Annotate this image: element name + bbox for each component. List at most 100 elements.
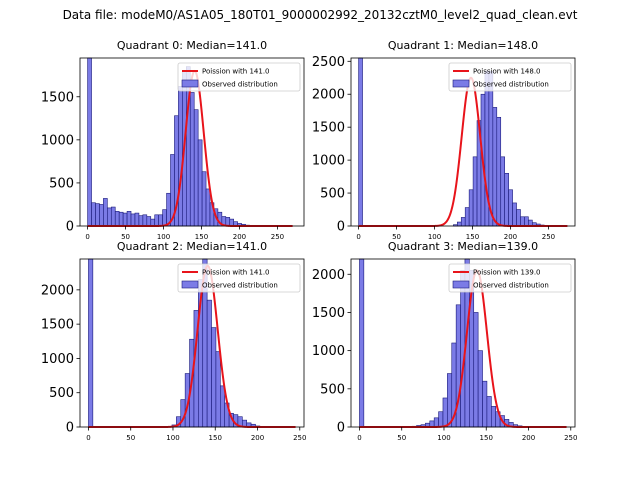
y-tick-label: 0 [66,421,74,436]
legend-bar-swatch [452,79,470,88]
histogram-bar [524,216,529,227]
subplot-quadrant-3: 0 50 100 150 200 250 0 500 1000 1500 2000 Quadrant … [312,240,578,442]
histogram-bar [103,198,108,227]
histogram-bar [447,373,453,428]
subplot-quadrant-1: 0 50 100 150 200 25005001000150020002500Quadr… [312,39,576,241]
histogram-bar [126,211,132,227]
histogram-bar [87,57,92,227]
histogram-bar [504,172,509,227]
x-tick-label: 100 [166,434,179,442]
legend-bar-swatch [181,79,199,88]
legend-label-poisson: Poission with 148.0 [473,68,541,76]
x-tick-label: 200 [504,233,517,241]
y-tick-label: 1500 [312,121,345,136]
y-tick-label: 500 [320,382,345,397]
histogram-bar [477,350,483,428]
histogram-bar [158,214,163,227]
legend-label-observed: Observed distribution [473,282,549,290]
subplot-title: Quadrant 1: Median=148.0 [388,39,538,52]
histogram-bar [138,215,144,227]
axes-frame [350,57,576,227]
x-tick-label: 200 [251,434,264,442]
y-tick-label: 500 [320,187,345,202]
histogram-bar [359,258,365,428]
x-tick-label: 250 [542,233,555,241]
legend: Poission with 139.0 Observed distribution [448,263,572,293]
histogram-bar [197,139,203,227]
legend-bar-swatch [181,280,199,289]
histogram-bar [491,406,497,428]
legend-label-observed: Observed distribution [473,81,549,89]
legend-label-poisson: Poission with 139.0 [473,269,541,277]
x-tick-label: 150 [480,434,493,442]
histogram-bar [142,214,148,227]
y-tick-label: 2500 [312,55,345,70]
x-tick-label: 100 [437,434,450,442]
histogram-bar [520,216,525,227]
histogram-bar [110,206,116,227]
histogram-bar [496,116,502,227]
histogram-bar [464,207,470,227]
histogram-bar [162,209,167,227]
x-tick-label: 50 [121,233,130,241]
x-tick-label: 100 [428,233,441,241]
histogram-bar [91,202,96,227]
y-tick-label: 1500 [41,318,74,333]
histogram-bar [358,57,363,227]
legend-box [448,62,572,92]
subplot-title: Quadrant 0: Median=141.0 [117,39,267,52]
histogram-bar [438,411,444,428]
histogram-bar [508,189,513,227]
histogram-bar [178,86,183,227]
histogram-bar [457,221,462,227]
histogram-bar [473,312,479,428]
subplot-title: Quadrant 2: Median=141.0 [117,240,267,253]
axes-frame [350,258,576,428]
y-tick-label: 1000 [312,344,345,359]
histogram-bar [130,213,136,227]
histogram-bar [114,211,120,227]
histogram-bar [122,212,128,227]
legend: Poission with 141.0 Observed distribution [177,263,301,293]
legend-label-poisson: Poission with 141.0 [202,269,270,277]
x-tick-label: 250 [564,434,577,442]
y-tick-label: 0 [337,220,345,235]
subplot-quadrant-2: 0 50 100 150 200 250 0 500 1000 1500 2000 Quadrant … [41,240,307,442]
histogram-bar [482,380,488,428]
y-tick-label: 1000 [312,154,345,169]
histogram-bar [193,109,199,227]
histogram-bar [118,211,124,227]
x-tick-label: 200 [233,233,246,241]
x-tick-label: 150 [466,233,479,241]
x-tick-label: 250 [293,434,306,442]
legend-bar-swatch [452,280,470,289]
histogram-bar [468,189,474,227]
histogram-bar [88,258,94,428]
axes-frame [79,258,305,428]
y-tick-label: 1500 [41,90,74,105]
legend-box [448,263,572,293]
histogram-bar [107,207,112,227]
histogram-bar [486,396,492,428]
x-tick-label: 0 [86,434,90,442]
legend: Poission with 148.0 Observed distribution [448,62,572,92]
subplot-title: Quadrant 3: Median=139.0 [388,240,538,253]
histogram-bar [134,212,140,227]
poisson-curve [358,76,568,227]
y-tick-label: 2000 [312,268,345,283]
y-tick-label: 1000 [41,352,74,367]
x-tick-label: 250 [271,233,284,241]
x-tick-label: 50 [397,434,406,442]
y-tick-label: 500 [49,176,74,191]
y-tick-label: 0 [66,220,74,235]
histogram-bar [189,92,195,227]
histogram-bar [201,171,207,227]
histogram-bar [206,299,212,428]
y-tick-label: 1500 [312,306,345,321]
histogram-bar [460,217,466,227]
y-tick-label: 500 [49,386,74,401]
x-tick-label: 200 [522,434,535,442]
histogram-bar [150,218,156,227]
histogram-bar [472,156,478,227]
